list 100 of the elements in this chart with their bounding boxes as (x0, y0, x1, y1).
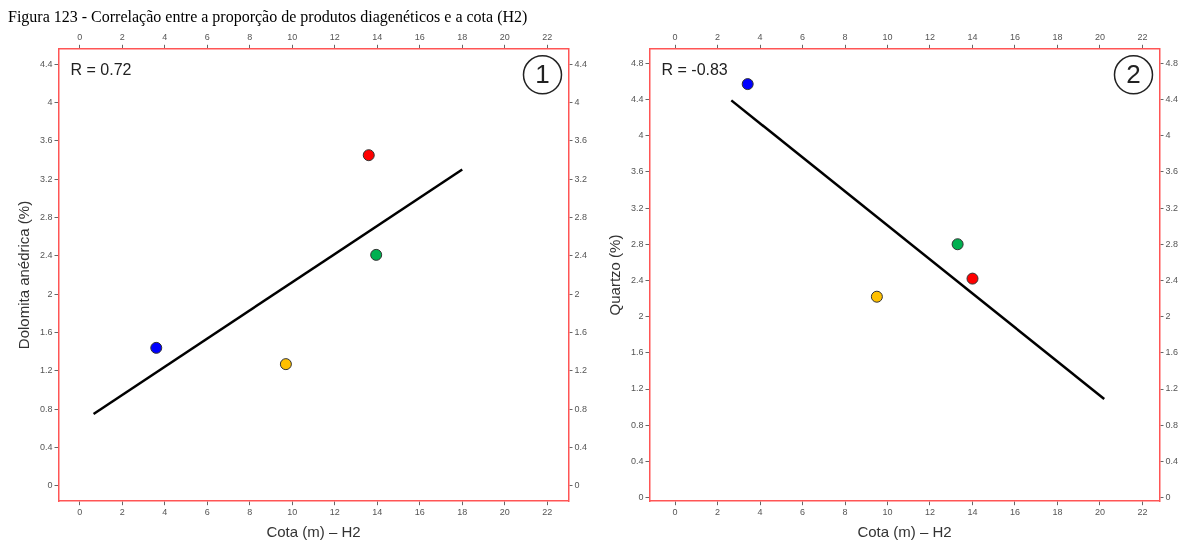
x2-tick-label: 14 (372, 31, 383, 42)
x2-tick-label: 0 (77, 31, 83, 42)
annotation: R = -0.83 (661, 61, 728, 79)
x-tick-label: 12 (329, 507, 340, 518)
x2-tick-label: 14 (967, 31, 978, 42)
x-tick-label: 20 (1094, 507, 1105, 518)
x-tick-label: 0 (77, 507, 83, 518)
y2-tick-label: 4 (574, 96, 580, 107)
y-tick-label: 1.2 (631, 383, 644, 394)
x-tick-label: 18 (457, 507, 468, 518)
point (951, 238, 964, 251)
x-tick-label: 14 (372, 507, 383, 518)
y2-tick-label: 0.4 (574, 442, 587, 453)
x-tick-label: 12 (924, 507, 936, 518)
point (741, 78, 754, 91)
x2-tick-label: 4 (757, 31, 763, 42)
x-tick-label: 16 (414, 507, 425, 518)
y-tick-label: 2.8 (631, 238, 644, 249)
y-tick-label: 3.2 (631, 202, 644, 213)
annotation: R = 0.72 (70, 61, 132, 79)
y-axis-title: Quartzo (%) (606, 234, 624, 316)
x-tick-label: 8 (247, 507, 253, 518)
x2-tick-label: 12 (329, 31, 340, 42)
point (966, 272, 979, 285)
y2-tick-label: 1.2 (1165, 383, 1178, 394)
x-axis-title: Cota (m) – H2 (857, 523, 952, 541)
y-tick-label: 1.6 (631, 347, 644, 358)
x2-tick-label: 12 (924, 31, 936, 42)
y-tick-label: 0.8 (40, 403, 53, 414)
y2-tick-label: 0.4 (1165, 455, 1178, 466)
x2-tick-label: 10 (287, 31, 298, 42)
y2-tick-label: 3.6 (574, 135, 587, 146)
y-axis-title: Dolomita anédrica (%) (15, 200, 33, 350)
y2-tick-label: 2.8 (574, 211, 587, 222)
x-tick-label: 0 (672, 507, 678, 518)
y2-tick-label: 1.6 (1165, 347, 1178, 358)
y-tick-label: 1.6 (40, 326, 53, 337)
y-tick-label: 4 (47, 96, 53, 107)
x2-tick-label: 22 (1137, 31, 1148, 42)
x2-tick-label: 22 (542, 31, 553, 42)
x2-tick-label: 18 (457, 31, 468, 42)
y2-tick-label: 4 (1165, 130, 1171, 141)
y2-tick-label: 3.2 (574, 173, 587, 184)
x-tick-label: 22 (542, 507, 553, 518)
y-tick-label: 2.4 (631, 274, 644, 285)
y-tick-label: 0.4 (631, 455, 644, 466)
x2-tick-label: 20 (1094, 31, 1105, 42)
y-tick-label: 4.4 (631, 93, 644, 104)
y-tick-label: 4.4 (40, 58, 53, 69)
y2-tick-label: 3.6 (1165, 166, 1178, 177)
y-tick-label: 2 (47, 288, 53, 299)
x-tick-label: 4 (162, 507, 168, 518)
x-tick-label: 16 (1009, 507, 1020, 518)
y-tick-label: 0.8 (631, 419, 644, 430)
y-tick-label: 3.6 (40, 135, 53, 146)
y2-tick-label: 2.4 (574, 250, 587, 261)
x-tick-label: 20 (499, 507, 510, 518)
x2-tick-label: 2 (715, 31, 721, 42)
y2-tick-label: 3.2 (1165, 202, 1178, 213)
y-tick-label: 2.8 (40, 211, 53, 222)
y-tick-label: 0.4 (40, 442, 53, 453)
annotation: 2 (1126, 58, 1141, 89)
point (362, 149, 375, 162)
y2-tick-label: 4.8 (1165, 57, 1178, 68)
x-tick-label: 2 (119, 507, 125, 518)
x-tick-label: 18 (1052, 507, 1063, 518)
y2-tick-label: 1.6 (574, 326, 587, 337)
x-tick-label: 22 (1137, 507, 1148, 518)
y-tick-label: 0 (47, 480, 53, 491)
y2-tick-label: 2.8 (1165, 238, 1178, 249)
y2-tick-label: 4.4 (1165, 93, 1178, 104)
y-tick-label: 0 (638, 492, 644, 503)
x2-tick-label: 0 (672, 31, 678, 42)
x-axis-title: Cota (m) – H2 (266, 523, 361, 541)
y-tick-label: 4.8 (631, 57, 644, 68)
y2-tick-label: 2.4 (1165, 274, 1178, 285)
point (150, 341, 163, 354)
x2-tick-label: 16 (1009, 31, 1020, 42)
x-tick-label: 8 (842, 507, 848, 518)
y2-tick-label: 2 (574, 288, 580, 299)
y-tick-label: 2 (638, 311, 644, 322)
y-tick-label: 4 (638, 130, 644, 141)
y2-tick-label: 4.4 (574, 58, 587, 69)
x2-tick-label: 6 (800, 31, 806, 42)
chart-title: Figura 123 - Correlação entre a proporção de produtos diagenéticos e a cota (H2) (8, 8, 529, 26)
x-tick-label: 6 (204, 507, 210, 518)
x-tick-label: 4 (757, 507, 763, 518)
x-tick-label: 10 (287, 507, 298, 518)
x2-tick-label: 10 (882, 31, 893, 42)
point (870, 290, 883, 303)
y2-tick-label: 0.8 (1165, 419, 1178, 430)
point (279, 358, 292, 371)
x2-tick-label: 8 (842, 31, 848, 42)
x2-tick-label: 8 (247, 31, 253, 42)
x2-tick-label: 4 (162, 31, 168, 42)
point (370, 248, 383, 261)
x-tick-label: 14 (967, 507, 978, 518)
x2-tick-label: 6 (204, 31, 210, 42)
x-tick-label: 6 (800, 507, 806, 518)
x2-tick-label: 18 (1052, 31, 1063, 42)
